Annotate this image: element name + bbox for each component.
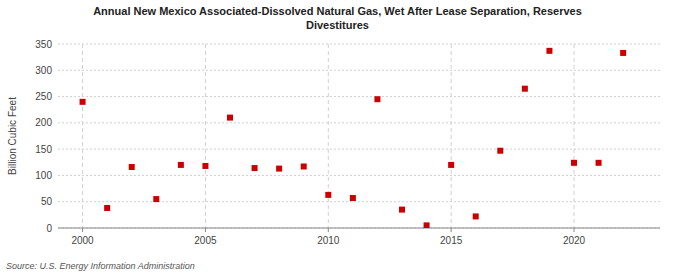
y-grid-line [58,44,660,45]
point [252,165,258,171]
point [399,207,405,213]
x-grid-line [82,44,83,228]
x-grid-line [328,44,329,228]
y-grid-line [58,96,660,97]
point [129,164,135,170]
y-grid-line [58,149,660,150]
y-grid-line [58,201,660,202]
point [178,162,184,168]
point [522,86,528,92]
x-tick-label: 2020 [563,235,586,246]
x-grid-line [574,44,575,228]
point [153,196,159,202]
points [80,48,627,228]
point [497,148,503,154]
x-axis-line [58,228,660,229]
y-grid-line [58,175,660,176]
y-axis-label: Billion Cubic Feet [7,97,18,175]
y-tick-label: 350 [35,39,52,50]
point [424,222,430,228]
point [276,166,282,172]
y-tick-label: 250 [35,91,52,102]
point [448,162,454,168]
x-grid-line [205,44,206,228]
x-tick [205,228,206,232]
chart: Annual New Mexico Associated-Dissolved N… [0,0,675,275]
x-tick-label: 2000 [71,235,94,246]
x-tick [574,228,575,232]
point [596,160,602,166]
title-line: Divestitures [306,19,369,31]
point [227,115,233,121]
point [325,192,331,198]
y-grid-line [58,228,660,229]
point [202,163,208,169]
title-line: Annual New Mexico Associated-Dissolved N… [93,5,582,17]
x-tick-label: 2005 [194,235,217,246]
x-grid-line [451,44,452,228]
x-tick [82,228,83,232]
point [350,195,356,201]
source: Source: U.S. Energy Information Administ… [6,261,195,271]
x-tick-label: 2010 [317,235,340,246]
y-tick-label: 200 [35,117,52,128]
grid [58,44,660,228]
point [80,99,86,105]
y-tick-label: 0 [46,223,52,234]
point [571,160,577,166]
title: Annual New Mexico Associated-Dissolved N… [93,5,582,31]
point [620,50,626,56]
y-tick-label: 100 [35,170,52,181]
point [473,213,479,219]
y-tick-label: 300 [35,65,52,76]
y-tick-label: 50 [41,196,53,207]
y-tick-label: 150 [35,144,52,155]
point [301,163,307,169]
x-tick-label: 2015 [440,235,463,246]
y-grid-line [58,122,660,123]
x-tick [451,228,452,232]
point [374,96,380,102]
y-grid-line [58,70,660,71]
point [104,205,110,211]
point [546,48,552,54]
x-tick [328,228,329,232]
